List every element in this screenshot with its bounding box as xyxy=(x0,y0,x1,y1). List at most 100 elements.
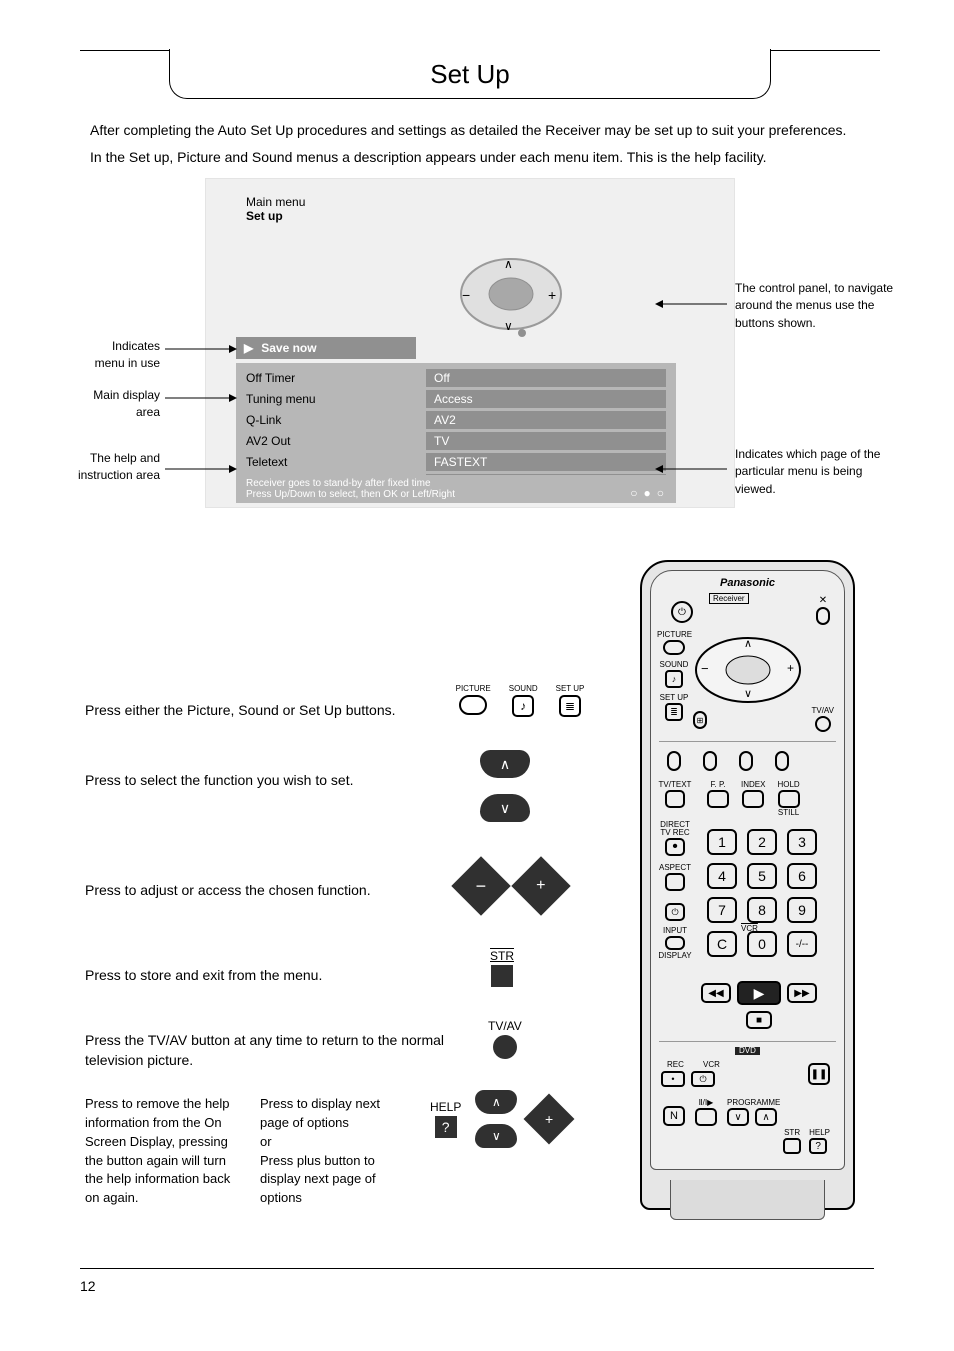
osd-ring-down: ∨ xyxy=(504,319,513,333)
remote-color-3[interactable] xyxy=(739,751,753,771)
mid-setup-label: SET UP xyxy=(556,685,585,693)
mid-down-button[interactable]: ∨ xyxy=(480,794,530,822)
remote-tvav-button[interactable] xyxy=(815,716,831,732)
remote-ii-label: Ⅱ/Ⅰ▶ xyxy=(695,1099,717,1107)
remote-vcr2-label: VCR xyxy=(703,1061,720,1069)
osd-panel: Main menu Set up ∧ ∨ − + ▶ Save now Off … xyxy=(205,178,735,508)
arrow-pager xyxy=(655,464,727,474)
osd-title-main: Main menu xyxy=(246,195,305,209)
mid-str-button[interactable] xyxy=(491,965,513,987)
tvav-note: Press the TV/AV button at any time to re… xyxy=(85,1030,465,1071)
remote-still-label: STILL xyxy=(777,809,799,817)
remote-str-button[interactable] xyxy=(783,1138,801,1154)
mute-icon: ✕ xyxy=(816,595,830,606)
remote-index-label: INDEX xyxy=(741,781,765,789)
arrow-help-area xyxy=(165,464,237,474)
remote-color-2[interactable] xyxy=(703,751,717,771)
remote-color-1[interactable] xyxy=(667,751,681,771)
remote-ff-button[interactable]: ▶▶ xyxy=(787,983,817,1003)
page-title: Set Up xyxy=(170,49,770,90)
remote-num-2[interactable]: 2 xyxy=(747,829,777,855)
remote-setup-label: SET UP xyxy=(657,694,691,702)
remote-setup-button[interactable]: ≣ xyxy=(665,703,683,721)
mid-setup-button[interactable]: ≣ xyxy=(559,695,581,717)
remote-index-button[interactable] xyxy=(742,790,764,808)
remote-stop-button[interactable]: ■ xyxy=(746,1011,772,1029)
help-l6: on again. xyxy=(85,1189,245,1208)
remote-stby-button[interactable]: ⏻ xyxy=(665,903,685,921)
step2-text: Press to select the function you wish to… xyxy=(85,770,415,790)
step1-text: Press either the Picture, Sound or Set U… xyxy=(85,700,415,720)
remote-ring-down[interactable]: ∨ xyxy=(744,687,752,700)
remote-brand: Panasonic xyxy=(651,577,844,589)
remote-tvtext-button[interactable] xyxy=(665,790,685,808)
osd-row-qlink-label: Q-Link xyxy=(246,413,426,427)
remote-power-button[interactable]: ⏻ xyxy=(671,601,693,623)
osd-pager-2: ● xyxy=(644,486,651,500)
remote-n-button[interactable]: N xyxy=(663,1106,685,1126)
remote-mute-button[interactable] xyxy=(816,607,830,625)
osd-row-av2out-label: AV2 Out xyxy=(246,434,426,448)
remote-color-4[interactable] xyxy=(775,751,789,771)
mid-tvav-button[interactable] xyxy=(493,1035,517,1059)
remote-picture-button[interactable] xyxy=(663,640,685,655)
remote-num-4[interactable]: 4 xyxy=(707,863,737,889)
remote-prog-down[interactable]: ∨ xyxy=(727,1108,749,1126)
remote-help-button[interactable]: ? xyxy=(809,1138,827,1154)
step3-text: Press to adjust or access the chosen fun… xyxy=(85,880,415,900)
remote-num-0[interactable]: 0 xyxy=(747,931,777,957)
remote-ring-left[interactable]: − xyxy=(701,661,709,676)
mid-sound-label: SOUND xyxy=(509,685,538,693)
remote-ring-up[interactable]: ∧ xyxy=(744,637,752,650)
remote-num-9[interactable]: 9 xyxy=(787,897,817,923)
mid-help-down-button[interactable]: ∨ xyxy=(475,1124,517,1148)
callout-help-area: The help and instruction area xyxy=(72,450,160,485)
mid-picture-label: PICTURE xyxy=(456,685,491,693)
osd-row-offtimer-value: Off xyxy=(426,369,666,387)
remote-osd-button[interactable]: ⊞ xyxy=(693,711,707,729)
remote-num-6[interactable]: 6 xyxy=(787,863,817,889)
remote-num-1[interactable]: 1 xyxy=(707,829,737,855)
remote-num-8[interactable]: 8 xyxy=(747,897,777,923)
mid-sound-button[interactable]: ♪ xyxy=(512,695,534,717)
mid-help-up-button[interactable]: ∧ xyxy=(475,1090,517,1114)
remote-fp-button[interactable] xyxy=(707,790,729,808)
remote-num-c[interactable]: C xyxy=(707,931,737,957)
callout-pager-l1: Indicates which page of the xyxy=(735,446,895,463)
remote-direct-button[interactable]: • xyxy=(665,838,685,856)
mid-help-button[interactable]: ? xyxy=(435,1116,457,1138)
remote-play-button[interactable]: ▶ xyxy=(737,981,781,1005)
remote-num-7[interactable]: 7 xyxy=(707,897,737,923)
mid-help-label: HELP xyxy=(430,1101,461,1113)
remote-num-dash[interactable]: -/-- xyxy=(787,931,817,957)
help-l1: Press to remove the help xyxy=(85,1095,245,1114)
mid-minus-button[interactable]: − xyxy=(451,856,510,915)
mid-up-button[interactable]: ∧ xyxy=(480,750,530,778)
osd-hint-line-2: Press Up/Down to select, then OK or Left… xyxy=(246,489,666,500)
osd-row-av2out-value: TV xyxy=(426,432,666,450)
remote-ring-right[interactable]: + xyxy=(787,661,794,675)
remote-num-3[interactable]: 3 xyxy=(787,829,817,855)
remote-input-button[interactable] xyxy=(665,936,685,950)
osd-pager-3: ○ xyxy=(657,486,664,500)
remote-ii-button[interactable] xyxy=(695,1108,717,1126)
mid-plus-button[interactable]: + xyxy=(511,856,570,915)
remote-rew-button[interactable]: ◀◀ xyxy=(701,983,731,1003)
remote-num-5[interactable]: 5 xyxy=(747,863,777,889)
remote-hold-button[interactable] xyxy=(778,790,800,808)
mid-help-plus-button[interactable]: + xyxy=(524,1094,575,1145)
mid-picture-button[interactable] xyxy=(459,695,487,715)
intro-paragraph-2: In the Set up, Picture and Sound menus a… xyxy=(90,147,860,167)
remote-vcrpower-button[interactable]: ⏻ xyxy=(691,1071,715,1087)
osd-pager-1: ○ xyxy=(630,486,637,500)
remote-prog-up[interactable]: ∧ xyxy=(755,1108,777,1126)
callout-nav-l3: buttons shown. xyxy=(735,315,895,332)
remote-pause2-button[interactable]: ❚❚ xyxy=(808,1063,830,1085)
remote-help-label: HELP xyxy=(809,1129,830,1137)
remote-rec-button[interactable]: • xyxy=(661,1071,685,1087)
remote-dvd-label: DVD xyxy=(735,1047,760,1055)
remote-sound-button[interactable]: ♪ xyxy=(665,670,683,688)
remote-tvav-label: TV/AV xyxy=(811,707,834,715)
osd-row-qlink-value: AV2 xyxy=(426,411,666,429)
remote-aspect-button[interactable] xyxy=(665,873,685,891)
